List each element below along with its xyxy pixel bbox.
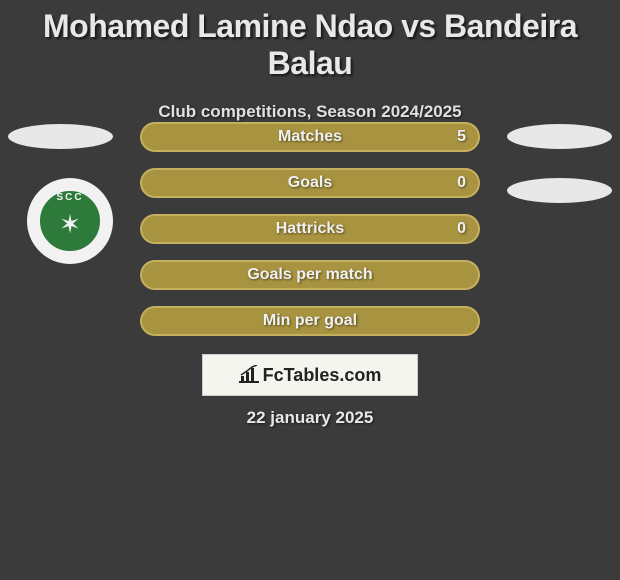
stat-label: Min per goal [263, 312, 357, 330]
stats-bars: Matches 5 Goals 0 Hattricks 0 Goals per … [140, 122, 480, 352]
stat-bar-goals-per-match: Goals per match [140, 260, 480, 290]
stat-value: 0 [457, 220, 466, 238]
stat-label: Goals per match [247, 266, 372, 284]
brand-text: FcTables.com [263, 365, 382, 386]
star-icon: ✶ [59, 211, 81, 237]
stat-label: Goals [288, 174, 332, 192]
club-logo-inner: SCC ✶ [40, 191, 100, 251]
club-logo: SCC ✶ [27, 178, 113, 264]
player-left-placeholder [8, 124, 113, 149]
chart-icon [239, 365, 259, 386]
stat-bar-goals: Goals 0 [140, 168, 480, 198]
stat-bar-matches: Matches 5 [140, 122, 480, 152]
player-right-placeholder-2 [507, 178, 612, 203]
stat-value: 0 [457, 174, 466, 192]
player-right-placeholder-1 [507, 124, 612, 149]
stat-label: Matches [278, 128, 342, 146]
stat-label: Hattricks [276, 220, 344, 238]
page-title: Mohamed Lamine Ndao vs Bandeira Balau [0, 0, 620, 82]
date-text: 22 january 2025 [0, 408, 620, 428]
club-logo-text: SCC [56, 192, 83, 203]
subtitle: Club competitions, Season 2024/2025 [0, 102, 620, 122]
stat-value: 5 [457, 128, 466, 146]
stat-bar-min-per-goal: Min per goal [140, 306, 480, 336]
stat-bar-hattricks: Hattricks 0 [140, 214, 480, 244]
brand-watermark: FcTables.com [202, 354, 418, 396]
